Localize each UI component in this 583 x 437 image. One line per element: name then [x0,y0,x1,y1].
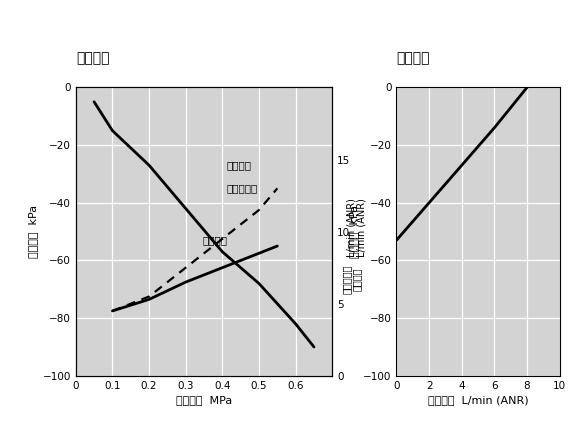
X-axis label: 供給圧力  MPa: 供給圧力 MPa [176,395,232,405]
Text: 流量特性: 流量特性 [396,52,430,66]
Text: 吸込流量: 吸込流量 [226,160,251,170]
Text: 吸込流量: 吸込流量 [352,268,362,291]
Text: 空気消費量: 空気消費量 [342,265,352,295]
Text: 真空圧力: 真空圧力 [202,235,227,245]
Text: L/min (ANR): L/min (ANR) [346,198,357,257]
Text: L/min (ANR): L/min (ANR) [356,198,367,257]
Y-axis label: 真空圧力  kPa: 真空圧力 kPa [349,205,359,258]
Text: 排気特性: 排気特性 [76,52,109,66]
Y-axis label: 真空圧力  kPa: 真空圧力 kPa [29,205,38,258]
X-axis label: 吸込流量  L/min (ANR): 吸込流量 L/min (ANR) [428,395,528,405]
Text: 空気消費量: 空気消費量 [226,184,257,193]
